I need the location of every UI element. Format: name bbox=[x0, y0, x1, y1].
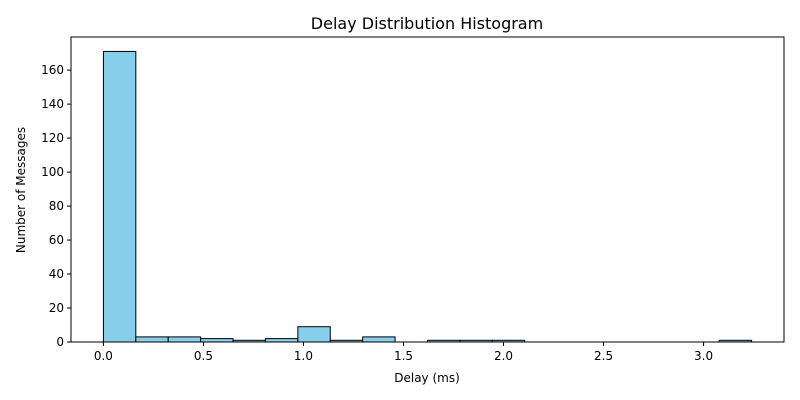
y-axis-label: Number of Messages bbox=[14, 127, 28, 253]
histogram-bar bbox=[200, 338, 234, 343]
x-tick-label: 1.5 bbox=[394, 349, 413, 363]
y-axis-ticks: 0 20 40 60 80 100 120 140 160 bbox=[41, 63, 71, 349]
y-tick-label: 40 bbox=[49, 267, 64, 281]
x-tick-label: 0.0 bbox=[94, 349, 113, 363]
chart-title: Delay Distribution Histogram bbox=[311, 14, 543, 33]
histogram-bar bbox=[102, 50, 137, 343]
y-tick-label: 140 bbox=[41, 97, 64, 111]
x-tick-label: 2.5 bbox=[594, 349, 613, 363]
x-axis-ticks: 0.0 0.5 1.0 1.5 2.0 2.5 3.0 bbox=[94, 342, 713, 363]
histogram-bar bbox=[264, 338, 299, 343]
x-tick-label: 3.0 bbox=[694, 349, 713, 363]
bars-group bbox=[102, 50, 753, 343]
histogram-bar bbox=[135, 336, 169, 343]
x-axis-label: Delay (ms) bbox=[394, 371, 460, 385]
y-tick-label: 0 bbox=[56, 335, 64, 349]
histogram-bar bbox=[362, 336, 396, 343]
y-tick-label: 60 bbox=[49, 233, 64, 247]
x-tick-label: 0.5 bbox=[194, 349, 213, 363]
y-tick-label: 160 bbox=[41, 63, 64, 77]
y-tick-label: 80 bbox=[49, 199, 64, 213]
histogram-bar bbox=[167, 336, 202, 343]
y-tick-label: 100 bbox=[41, 165, 64, 179]
y-tick-label: 120 bbox=[41, 131, 64, 145]
x-tick-label: 1.0 bbox=[294, 349, 313, 363]
x-tick-label: 2.0 bbox=[494, 349, 513, 363]
y-tick-label: 20 bbox=[49, 301, 64, 315]
plot-frame bbox=[70, 36, 785, 343]
histogram-bar bbox=[297, 326, 331, 343]
